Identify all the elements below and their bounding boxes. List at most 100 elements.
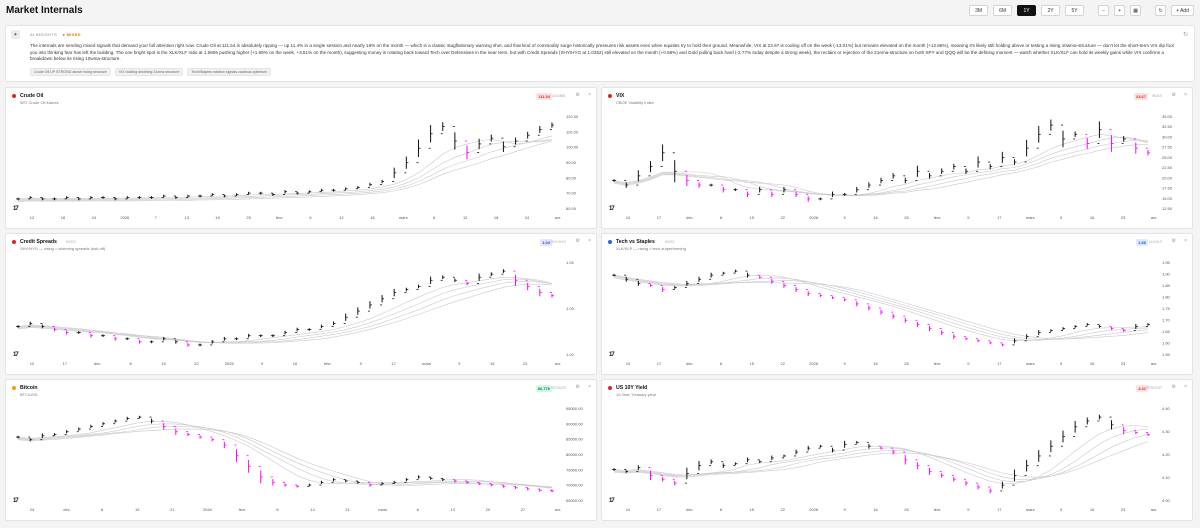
price-badge: 23.67 [1133,93,1148,100]
chart-panel-us-10y-yield[interactable]: US 10Y Yield 10-Year Treasury yield 4.31 PE… [601,379,1193,521]
close-icon[interactable]: × [1184,92,1187,98]
x-tick-label: 12 [30,215,35,220]
insight-chip[interactable]: Tech/Staples rotation signals cautious o… [187,68,271,76]
price-chart[interactable]: 120.00 110.00 100.00 90.00 80.00 70.00 60.00 12… [6,106,598,228]
ohlc-bar [343,479,348,483]
price-chart[interactable]: 35.00 32.50 30.00 27.50 25.00 22.50 20.00 17.50… [602,106,1194,228]
price-badge: 66,776 [535,385,552,392]
range-3m-button[interactable]: 3M [969,5,989,16]
ohlc-bar [733,462,738,467]
range-6m-button[interactable]: 6M [993,5,1013,16]
chart-panel-bitcoin[interactable]: Bitcoin BTC/USD 66,776 BTC/USD ⚙ × 95000.00 900… [5,379,597,521]
insight-chip[interactable]: Crude Oil UP STRONG above rising structu… [30,68,111,76]
ohlc-bar [101,422,105,427]
ohlc-bar [76,331,81,334]
ohlc-bar [1145,323,1150,327]
close-icon[interactable]: × [588,238,591,244]
zoom-out-icon[interactable]: − [1098,5,1110,16]
y-tick-label: 90000.00 [566,421,583,426]
ohlc-bar [185,341,190,347]
range-1y-button[interactable]: 1Y [1017,5,1037,16]
close-icon[interactable]: × [1184,238,1187,244]
ohlc-bar [672,478,677,486]
x-tick-label: 7 [155,215,158,220]
panel-symbol: XLK/XLP — rising = tech outperforming [616,246,686,251]
ohlc-bar [125,337,130,341]
chart-panel-credit-spreads[interactable]: Credit Spreads SHY/HYG — rising = widenin… [5,233,597,375]
settings-icon[interactable]: ⚙ [575,384,580,390]
ohlc-bar [549,122,554,130]
zoom-in-icon[interactable]: + [1114,5,1126,16]
ohlc-bar [842,297,847,302]
ohlc-bar [185,194,190,198]
ohlc-bar [612,179,617,182]
ohlc-bar [854,441,859,445]
ohlc-bar [976,338,981,343]
settings-icon[interactable]: ⚙ [1171,92,1176,98]
ohlc-bar [830,191,835,200]
tradingview-logo-icon: 17 [13,352,19,358]
range-5y-button[interactable]: 5Y [1065,5,1085,16]
ohlc-bar [331,478,336,483]
close-icon[interactable]: × [1184,384,1187,390]
x-tick-label: 6 [276,507,279,512]
x-tick-label: 16 [490,361,495,366]
panel-sub: RATIO [665,240,675,244]
x-tick-label: avr. [1151,361,1157,366]
insight-chip[interactable]: VIX holding declining 21ema structure [114,68,184,76]
ohlc-bar [1121,424,1126,435]
ohlc-bar [988,486,993,494]
ohlc-bar [976,156,981,172]
ohlc-bar [331,321,336,327]
chart-panel-vix[interactable]: VIX CBOE Volatility Index 23.67 INDEX ⚙ × 35.0… [601,87,1193,229]
ohlc-bar [513,137,518,148]
ohlc-bar [416,475,421,481]
ohlc-bar [1109,129,1114,152]
ohlc-bar [52,197,57,201]
ohlc-bar [745,457,750,465]
chart-panel-tech-vs-staples[interactable]: Tech vs Staples XLK/XLP — rising = tech o… [601,233,1193,375]
ohlc-bar [28,436,33,442]
ohlc-bar [1036,330,1041,338]
x-tick-label: mars [1026,215,1035,220]
ohlc-bar [854,299,859,307]
close-icon[interactable]: × [588,92,591,98]
settings-icon[interactable]: ⚙ [1171,238,1176,244]
price-unit: INDEX [1151,94,1162,98]
ohlc-bar [636,170,641,186]
chart-panel-crude-oil[interactable]: Crude Oil WTI Crude Oil futures 111.54 USD/… [5,87,597,229]
ohlc-bar [684,467,689,484]
price-chart[interactable]: 4.40 4.30 4.20 4.10 4.00 10 17 déc. 8 15 22 2026 9 16… [602,398,1194,520]
grid-icon[interactable]: ▦ [1130,5,1142,16]
ohlc-bar [1061,430,1065,447]
panel-symbol: SHY/HYG — rising = widening spreads (ris… [20,246,106,251]
settings-icon[interactable]: ⚙ [1171,384,1176,390]
add-button[interactable]: + Add [1171,5,1194,16]
settings-icon[interactable]: ⚙ [575,238,580,244]
y-tick-label: 1.85 [1162,283,1171,288]
price-chart[interactable]: 1.95 1.90 1.85 1.80 1.75 1.70 1.65 1.60 1.55 10 17… [602,252,1194,374]
x-tick-label: 16 [873,361,878,366]
insights-label: AI INSIGHTS [30,32,58,37]
ohlc-bar [88,424,93,430]
settings-icon[interactable]: ⚙ [575,92,580,98]
close-icon[interactable]: × [588,384,591,390]
ohlc-bar [319,188,324,193]
x-tick-label: févr. [934,507,942,512]
ohlc-bar [295,484,300,488]
x-tick-label: 9 [967,507,970,512]
ohlc-bar [452,276,457,283]
price-chart[interactable]: 1.04 1.03 1.02 10 17 déc. 8 15 22 2026 9 16 févr. 9 17… [6,252,598,374]
x-tick-label: 6 [433,215,436,220]
mixed-badge: ● MIXED [62,32,81,37]
ohlc-bar [319,324,324,330]
y-tick-label: 1.55 [1162,352,1171,357]
price-chart[interactable]: 95000.00 90000.00 85000.00 80000.00 75000.00… [6,398,598,520]
ohlc-bar [513,270,518,286]
refresh-icon[interactable]: ↻ [1155,5,1167,16]
ohlc-bar [1073,420,1078,437]
range-2y-button[interactable]: 2Y [1041,5,1061,16]
insights-refresh-icon[interactable]: ↻ [1182,32,1188,38]
ohlc-bar [234,337,239,341]
panel-symbol: WTI Crude Oil futures [20,100,59,105]
